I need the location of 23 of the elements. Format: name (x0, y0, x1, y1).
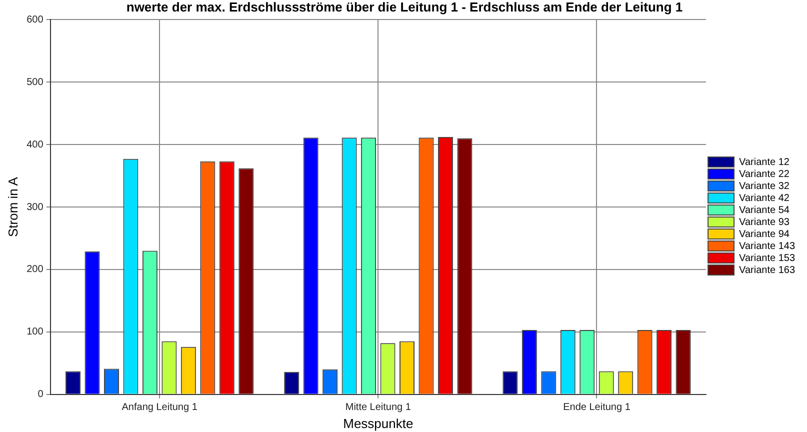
legend-label: Variante 153 (739, 252, 796, 264)
legend-label: Variante 42 (739, 192, 790, 204)
y-tick-label: 0 (38, 389, 44, 400)
chart-title: nwerte der max. Erdschlussströme über die Leitung 1 - Erdschluss am Ende der Leitung 1 (126, 0, 683, 14)
x-tick-label: Ende Leitung 1 (563, 402, 631, 414)
y-axis-title: Strom in A (5, 176, 20, 237)
legend-label: Variante 32 (739, 180, 790, 192)
y-tick-label: 400 (26, 139, 44, 150)
legend-label: Variante 54 (739, 204, 790, 216)
y-tick-label: 500 (26, 76, 44, 88)
x-axis-title: Messpunkte (343, 416, 414, 431)
legend-label: Variante 143 (739, 240, 796, 252)
x-tick-label: Anfang Leitung 1 (122, 402, 198, 414)
y-tick-label: 300 (26, 202, 44, 213)
legend-label: Variante 93 (739, 216, 790, 228)
x-tick-label: Mitte Leitung 1 (345, 402, 412, 414)
legend-label: Variante 163 (739, 264, 796, 276)
y-tick-label: 600 (26, 14, 44, 26)
legend-label: Variante 12 (739, 156, 790, 168)
y-tick-label: 200 (26, 264, 44, 276)
legend-label: Variante 94 (739, 228, 790, 240)
legend-label: Variante 22 (739, 168, 790, 180)
y-tick-label: 100 (26, 326, 44, 338)
